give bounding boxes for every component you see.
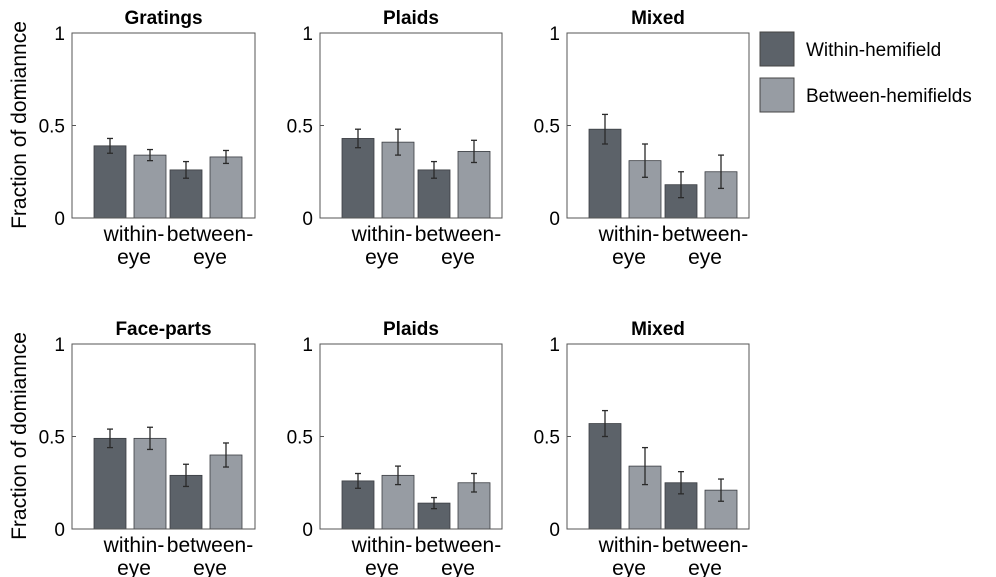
x-category-label: within-eye	[351, 534, 413, 577]
bar	[341, 138, 375, 219]
y-tick-label: 0	[302, 209, 313, 230]
bar	[93, 437, 127, 530]
y-tick-label: 0	[54, 520, 65, 541]
y-tick-label: 0	[549, 520, 560, 541]
x-category-label: between-eye	[415, 223, 501, 269]
legend-swatch-within	[759, 31, 795, 67]
x-category-label: between-eye	[167, 534, 253, 577]
panel-title: Plaids	[383, 319, 439, 340]
y-tick-label: 0	[54, 209, 65, 230]
y-tick-label: 1	[54, 24, 65, 45]
x-category-label: between-eye	[662, 534, 748, 577]
legend-swatch-between	[759, 77, 795, 113]
panel-title: Face-parts	[115, 319, 211, 340]
x-category-label: within-eye	[103, 223, 165, 269]
y-tick-label: 1	[549, 335, 560, 356]
panels: Gratings00.51within-eyebetween-eyePlaids…	[39, 8, 750, 577]
legend-label-within: Within-hemifield	[806, 40, 941, 61]
panel-title: Plaids	[383, 8, 439, 29]
x-category-label: between-eye	[662, 223, 748, 269]
bar	[588, 423, 622, 530]
legend-label-between: Between-hemifields	[806, 86, 972, 107]
y-axis-label-bottom: Fraction of domiannce	[8, 332, 31, 540]
panel-title: Gratings	[124, 8, 202, 29]
bar	[209, 156, 243, 219]
panel-title: Mixed	[631, 319, 685, 340]
y-tick-label: 1	[302, 335, 313, 356]
y-tick-label: 0.5	[287, 428, 313, 449]
x-category-label: within-eye	[103, 534, 165, 577]
x-category-label: within-eye	[598, 223, 660, 269]
y-tick-label: 0	[302, 520, 313, 541]
bar	[133, 437, 167, 530]
bar	[133, 154, 167, 219]
legend: Within-hemifield Between-hemifields	[759, 31, 972, 113]
y-tick-label: 1	[549, 24, 560, 45]
y-tick-label: 0	[549, 209, 560, 230]
y-tick-label: 1	[54, 335, 65, 356]
panel-title: Mixed	[631, 8, 685, 29]
x-category-label: within-eye	[598, 534, 660, 577]
x-category-label: between-eye	[415, 534, 501, 577]
y-tick-label: 1	[302, 24, 313, 45]
bar	[93, 145, 127, 219]
x-category-label: between-eye	[167, 223, 253, 269]
y-tick-label: 0.5	[534, 428, 560, 449]
y-tick-label: 0.5	[287, 117, 313, 138]
y-tick-label: 0.5	[39, 117, 65, 138]
x-category-label: within-eye	[351, 223, 413, 269]
y-tick-label: 0.5	[534, 117, 560, 138]
y-tick-label: 0.5	[39, 428, 65, 449]
y-axis-label-top: Fraction of domiannce	[8, 21, 31, 229]
bar	[704, 489, 738, 530]
